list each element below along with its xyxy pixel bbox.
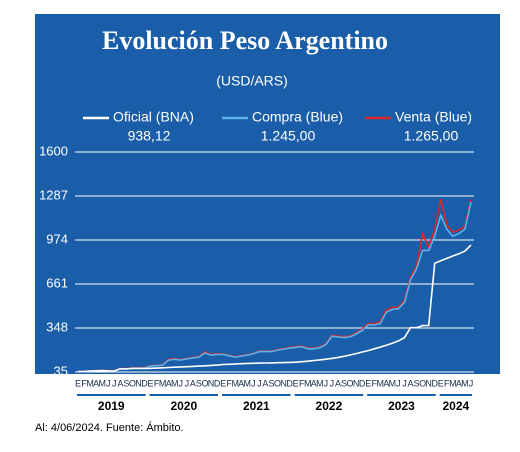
- x-tick-label: F: [81, 378, 87, 388]
- x-tick-label: J: [106, 378, 111, 388]
- x-tick-label: M: [449, 378, 457, 388]
- year-label: 2023: [388, 399, 415, 413]
- x-tick-label: J: [330, 378, 335, 388]
- y-tick-label: 974: [46, 231, 68, 246]
- x-tick-label: F: [299, 378, 305, 388]
- x-tick-label: J: [251, 378, 256, 388]
- x-tick-label: S: [196, 378, 202, 388]
- x-tick-label: S: [123, 378, 129, 388]
- year-label: 2021: [243, 399, 270, 413]
- x-tick-label: M: [304, 378, 312, 388]
- x-tick-label: A: [238, 378, 244, 388]
- y-tick-label: 35: [54, 363, 68, 378]
- x-tick-label: M: [171, 378, 179, 388]
- x-tick-label: O: [274, 378, 281, 388]
- x-tick-label: J: [402, 378, 407, 388]
- x-tick-label: A: [335, 378, 341, 388]
- x-tick-label: A: [408, 378, 414, 388]
- x-tick-label: M: [389, 378, 397, 388]
- subtitle: (USD/ARS): [216, 73, 288, 89]
- x-tick-label: S: [268, 378, 274, 388]
- x-tick-label: S: [414, 378, 420, 388]
- x-tick-label: S: [341, 378, 347, 388]
- x-tick-label: M: [98, 378, 106, 388]
- x-tick-label: J: [324, 378, 329, 388]
- x-tick-label: J: [396, 378, 401, 388]
- x-tick-label: A: [262, 378, 268, 388]
- year-label: 2024: [443, 399, 470, 413]
- x-tick-label: N: [280, 378, 287, 388]
- legend-label: Compra (Blue): [252, 109, 343, 125]
- year-label: 2022: [316, 399, 343, 413]
- x-tick-label: M: [461, 378, 469, 388]
- x-tick-label: O: [419, 378, 426, 388]
- x-tick-label: D: [431, 378, 438, 388]
- x-tick-label: E: [220, 378, 226, 388]
- x-tick-label: E: [438, 378, 444, 388]
- x-tick-label: J: [257, 378, 262, 388]
- x-tick-label: A: [166, 378, 172, 388]
- x-tick-label: D: [214, 378, 221, 388]
- x-tick-label: J: [469, 378, 474, 388]
- x-tick-label: O: [347, 378, 354, 388]
- x-tick-label: J: [112, 378, 117, 388]
- x-tick-label: N: [425, 378, 432, 388]
- x-tick-label: F: [372, 378, 378, 388]
- x-tick-label: D: [141, 378, 148, 388]
- footer: Al: 4/06/2024. Fuente: Ámbito.: [35, 421, 184, 434]
- x-tick-label: D: [286, 378, 293, 388]
- x-tick-label: J: [179, 378, 184, 388]
- x-tick-label: E: [148, 378, 154, 388]
- x-tick-label: M: [86, 378, 94, 388]
- x-tick-label: M: [159, 378, 167, 388]
- legend-label: Oficial (BNA): [113, 109, 194, 125]
- x-tick-label: N: [208, 378, 215, 388]
- x-tick-label: F: [154, 378, 160, 388]
- y-tick-label: 348: [46, 319, 68, 334]
- x-tick-label: O: [129, 378, 136, 388]
- series-line: [78, 244, 472, 373]
- legend-label: Venta (Blue): [395, 109, 472, 125]
- x-tick-label: F: [444, 378, 450, 388]
- x-tick-label: M: [231, 378, 239, 388]
- x-tick-label: A: [456, 378, 462, 388]
- year-label: 2020: [170, 399, 197, 413]
- x-tick-label: M: [244, 378, 252, 388]
- x-tick-label: A: [93, 378, 99, 388]
- x-tick-label: M: [377, 378, 385, 388]
- x-tick-label: E: [365, 378, 371, 388]
- legend-value: 938,12: [128, 128, 171, 144]
- legend-value: 1.245,00: [261, 128, 316, 144]
- x-tick-label: E: [75, 378, 81, 388]
- legend-value: 1.265,00: [404, 128, 459, 144]
- x-tick-label: M: [316, 378, 324, 388]
- x-tick-label: A: [311, 378, 317, 388]
- x-tick-label: N: [353, 378, 360, 388]
- chart-title: Evolución Peso Argentino: [102, 26, 388, 55]
- y-tick-label: 1287: [39, 187, 68, 202]
- x-tick-label: O: [201, 378, 208, 388]
- x-tick-label: A: [117, 378, 123, 388]
- x-tick-label: J: [185, 378, 190, 388]
- x-tick-label: D: [359, 378, 366, 388]
- y-tick-label: 661: [46, 275, 68, 290]
- x-tick-label: E: [293, 378, 299, 388]
- x-tick-label: N: [135, 378, 142, 388]
- x-tick-label: A: [383, 378, 389, 388]
- x-tick-label: A: [190, 378, 196, 388]
- x-tick-label: F: [226, 378, 232, 388]
- year-label: 2019: [98, 399, 125, 413]
- y-tick-label: 1600: [39, 143, 68, 158]
